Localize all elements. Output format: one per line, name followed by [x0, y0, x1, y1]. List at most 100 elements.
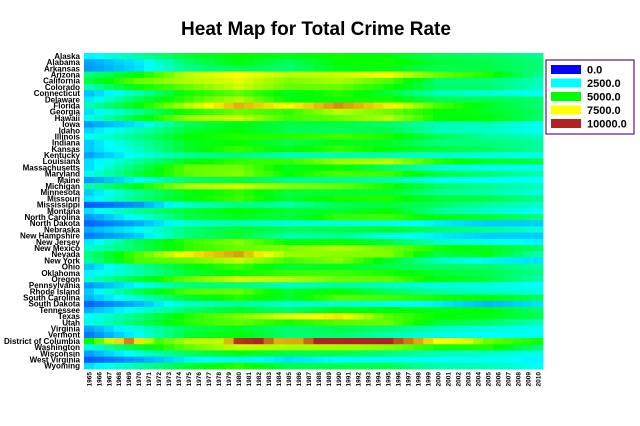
- heatmap-cell: [403, 319, 414, 327]
- heatmap-cell: [513, 238, 524, 246]
- heatmap-cell: [203, 59, 215, 66]
- heatmap-cell: [483, 232, 494, 240]
- heatmap-cell: [193, 245, 205, 252]
- heatmap-cell: [363, 102, 374, 110]
- state-label: Mississippi: [37, 201, 80, 210]
- heatmap-cell: [413, 201, 424, 209]
- heatmap-cell: [153, 282, 165, 289]
- heatmap-cell: [313, 238, 324, 246]
- heatmap-cell: [253, 350, 265, 358]
- heatmap-cell: [273, 288, 284, 296]
- heatmap-cell: [503, 300, 514, 308]
- heatmap-cell: [233, 59, 245, 66]
- heatmap-cell: [103, 313, 115, 320]
- heatmap-cell: [483, 214, 494, 221]
- heatmap-cell: [133, 300, 145, 308]
- heatmap-cell: [273, 356, 284, 364]
- heatmap-cell: [333, 83, 344, 91]
- heatmap-cell: [113, 238, 125, 246]
- heatmap-cell: [483, 96, 494, 103]
- heatmap-cell: [143, 53, 155, 60]
- heatmap-cell: [183, 257, 195, 265]
- heatmap-cell: [293, 102, 304, 110]
- heatmap-cell: [513, 362, 524, 370]
- heatmap-cell: [513, 77, 524, 85]
- state-label: North Carolina: [24, 213, 80, 222]
- heatmap-cell: [293, 220, 304, 227]
- heatmap-cell: [143, 158, 155, 165]
- heatmap-cell: [263, 338, 274, 345]
- heatmap-cell: [493, 71, 504, 79]
- heatmap-cell: [523, 294, 534, 302]
- heatmap-cell: [503, 139, 514, 147]
- heatmap-cell: [333, 269, 344, 277]
- heatmap-cell: [193, 195, 205, 203]
- heatmap-cell: [273, 158, 284, 165]
- heatmap-cell: [153, 307, 165, 314]
- heatmap-cell: [253, 214, 265, 221]
- heatmap-cell: [113, 313, 125, 320]
- heatmap-cell: [283, 176, 294, 184]
- heatmap-cell: [453, 53, 464, 60]
- heatmap-cell: [263, 294, 274, 302]
- legend-label: 5000.0: [587, 92, 621, 104]
- heatmap-cell: [153, 77, 165, 85]
- heatmap-cell: [363, 176, 374, 184]
- state-label: Idaho: [59, 126, 80, 135]
- heatmap-cell: [103, 189, 115, 196]
- heatmap-cell: [123, 139, 135, 147]
- state-label: Nevada: [52, 250, 81, 259]
- heatmap-cell: [103, 263, 115, 271]
- heatmap-cell: [193, 269, 205, 277]
- heatmap-cell: [84, 300, 95, 308]
- heatmap-cell: [143, 331, 155, 339]
- heatmap-cell: [103, 96, 115, 103]
- heatmap-cell: [84, 319, 95, 327]
- heatmap-cell: [263, 251, 274, 258]
- heatmap-cell: [363, 90, 374, 97]
- heatmap-cell: [473, 133, 484, 141]
- heatmap-cell: [503, 344, 514, 351]
- heatmap-cell: [123, 263, 135, 271]
- heatmap-cell: [273, 232, 284, 240]
- heatmap-cell: [133, 269, 145, 277]
- heatmap-cell: [84, 201, 95, 209]
- heatmap-cell: [343, 307, 354, 314]
- heatmap-cell: [203, 108, 215, 116]
- heatmap-cell: [413, 53, 424, 60]
- heatmap-cell: [373, 71, 384, 79]
- heatmap-cell: [253, 300, 265, 308]
- heatmap-cell: [323, 145, 334, 153]
- heatmap-cell: [213, 59, 225, 66]
- heatmap-cell: [423, 300, 434, 308]
- heatmap-cell: [163, 269, 175, 277]
- heatmap-cell: [323, 90, 334, 97]
- heatmap-cell: [363, 127, 374, 134]
- heatmap-cell: [503, 251, 514, 258]
- heatmap-cell: [273, 195, 284, 203]
- heatmap-cell: [133, 319, 145, 327]
- heatmap-cell: [193, 108, 205, 116]
- heatmap-cell: [183, 300, 195, 308]
- heatmap-cell: [353, 269, 364, 277]
- heatmap-cell: [303, 214, 314, 221]
- heatmap-cell: [463, 251, 474, 258]
- heatmap-cell: [113, 232, 125, 240]
- heatmap-cell: [433, 307, 444, 314]
- heatmap-cell: [513, 263, 524, 271]
- heatmap-cell: [433, 114, 444, 122]
- heatmap-cell: [343, 53, 354, 60]
- state-label: South Dakota: [28, 300, 80, 309]
- heatmap-cell: [483, 350, 494, 358]
- heatmap-cell: [283, 257, 294, 265]
- heatmap-cell: [313, 77, 324, 85]
- heatmap-cell: [313, 53, 324, 60]
- heatmap-cell: [273, 325, 284, 333]
- heatmap-cell: [283, 90, 294, 97]
- heatmap-cell: [263, 300, 274, 308]
- heatmap-cell: [253, 338, 265, 345]
- heatmap-cell: [433, 71, 444, 79]
- heatmap-cell: [153, 356, 165, 364]
- heatmap-cell: [323, 152, 334, 159]
- heatmap-cell: [93, 319, 105, 327]
